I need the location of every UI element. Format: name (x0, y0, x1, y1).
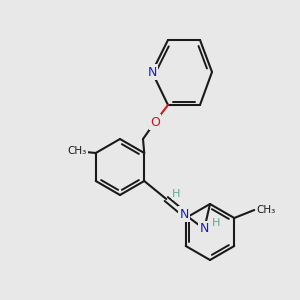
Text: CH₃: CH₃ (68, 146, 87, 156)
Text: N: N (200, 223, 209, 236)
Text: O: O (69, 145, 79, 158)
Text: N: N (180, 208, 189, 220)
Text: H: H (212, 218, 220, 228)
Text: N: N (147, 65, 157, 79)
Text: H: H (172, 189, 181, 199)
Text: O: O (150, 116, 160, 128)
Text: CH₃: CH₃ (256, 205, 275, 215)
